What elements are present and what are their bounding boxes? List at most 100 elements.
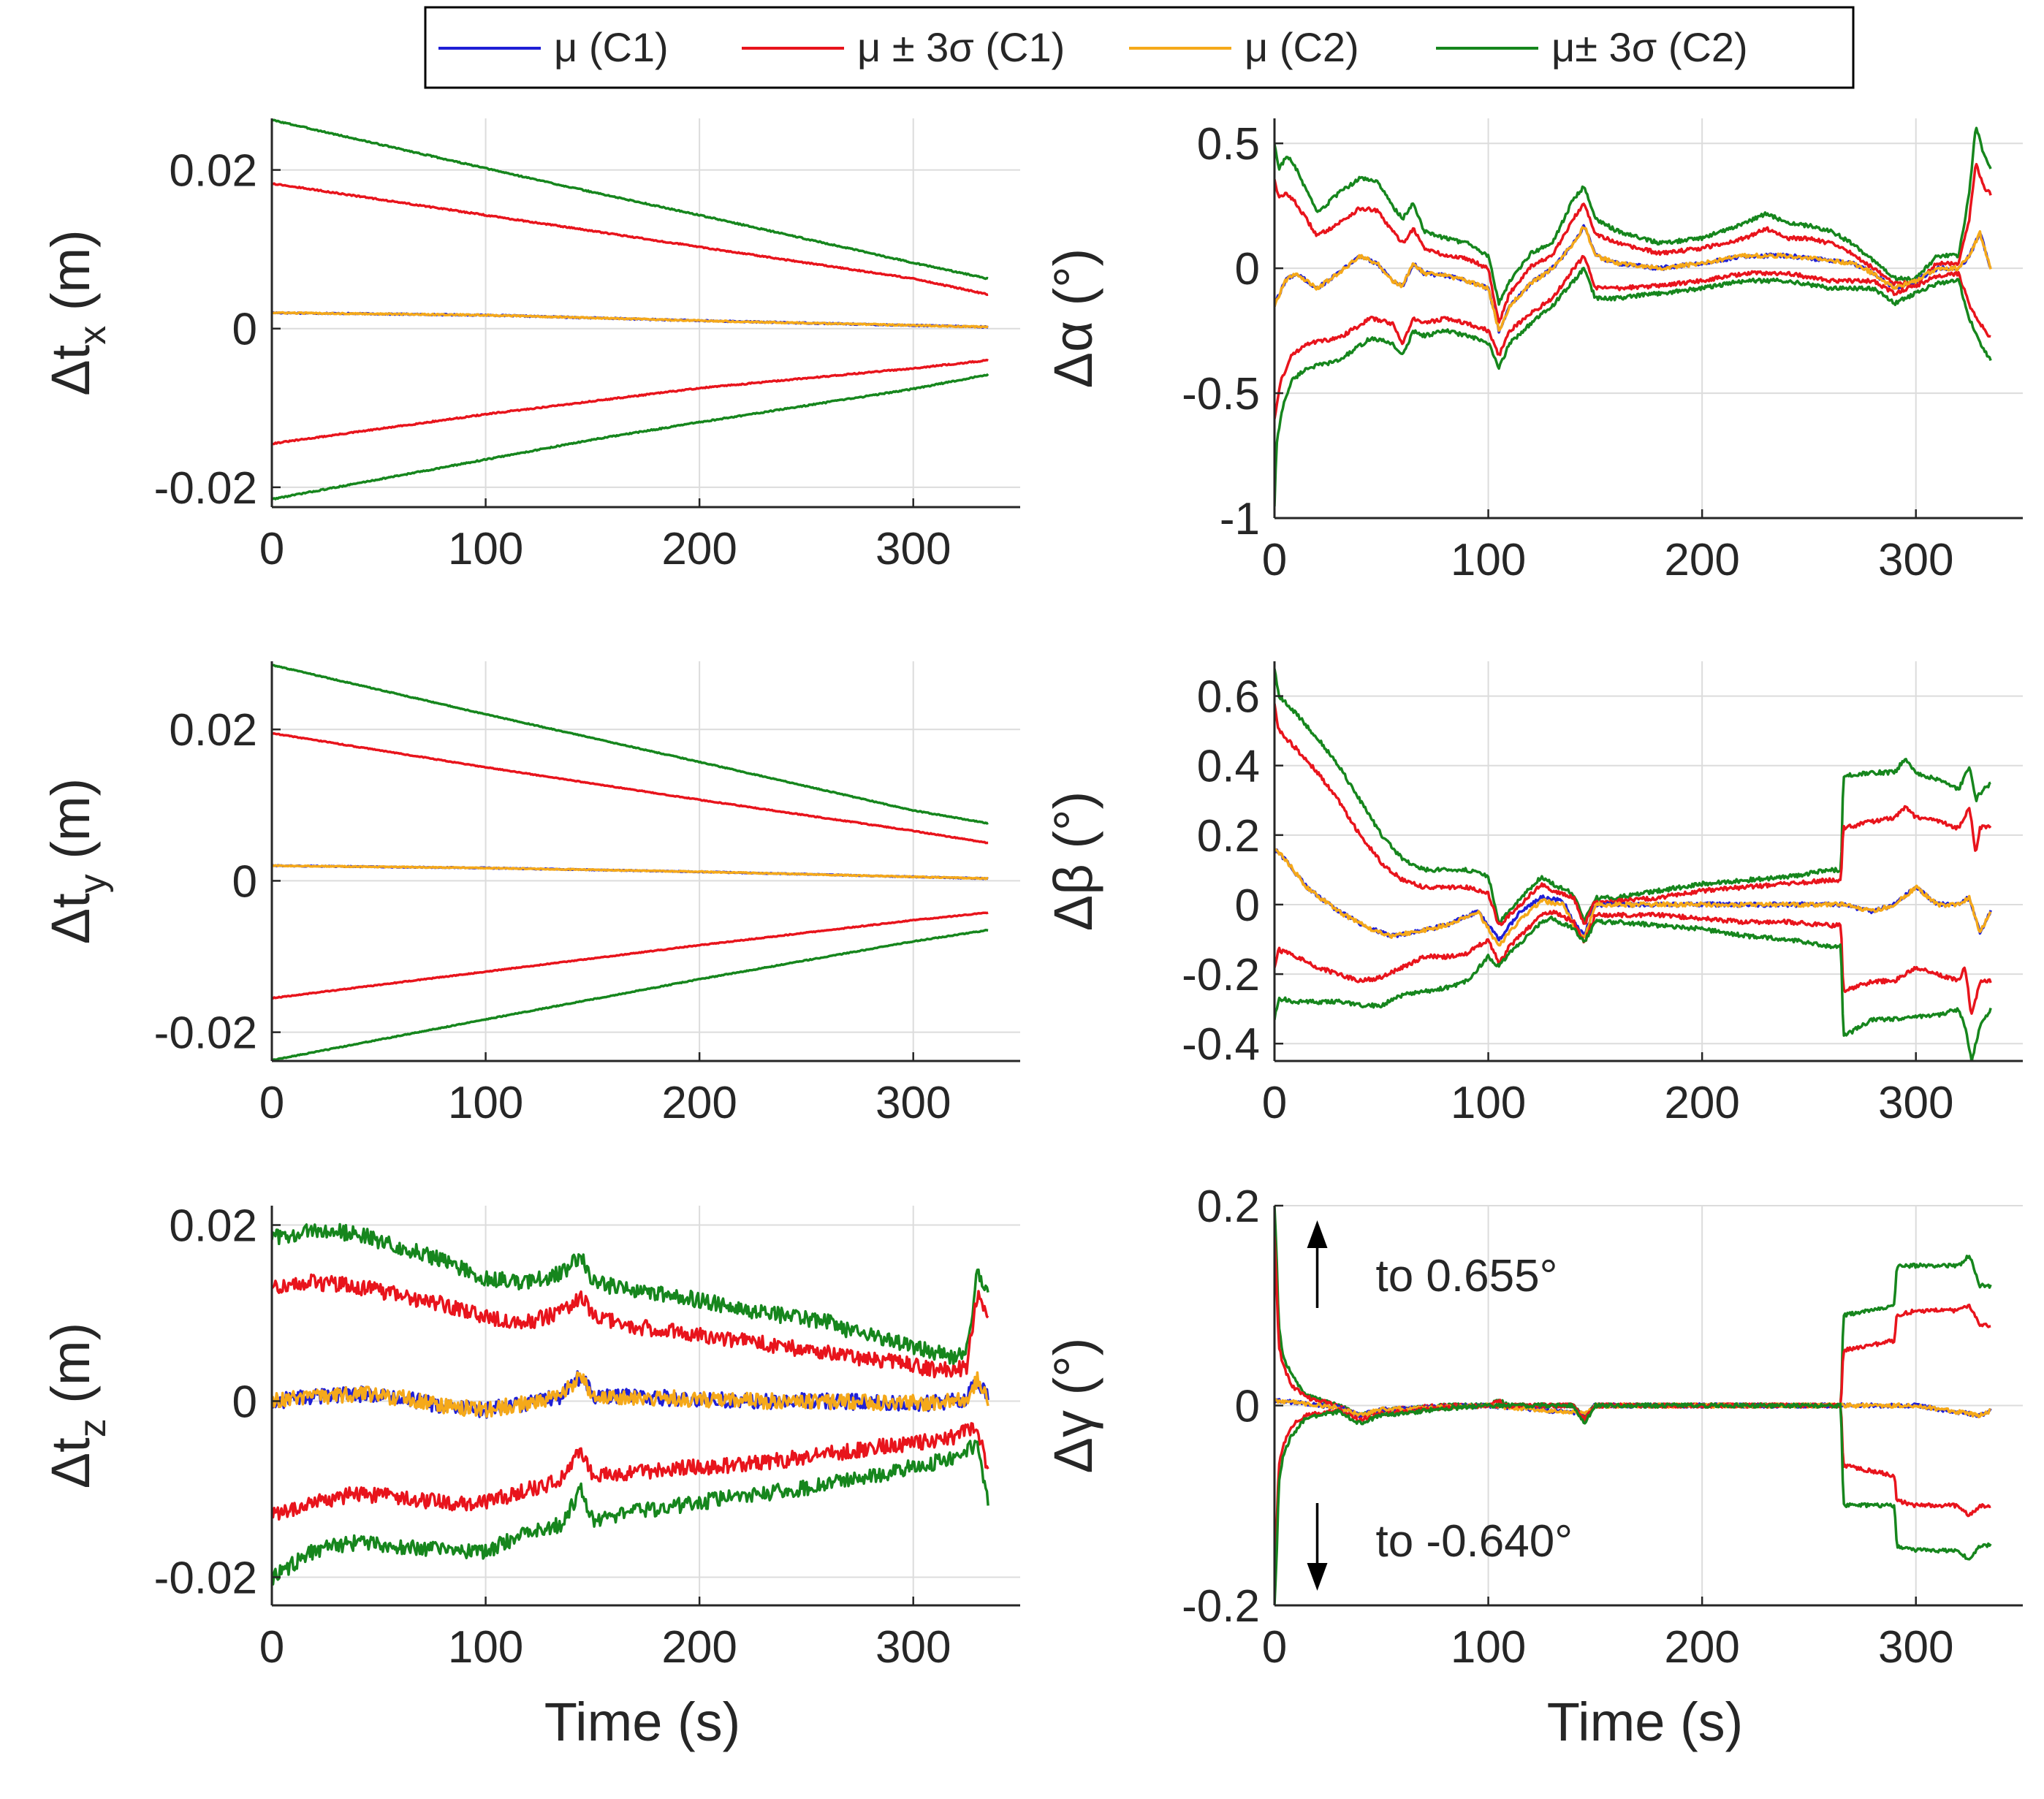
legend-label: μ (C1) — [554, 24, 669, 70]
x-tick-label: 0 — [1262, 1078, 1287, 1128]
y-axis-label-sub: y — [72, 874, 114, 893]
x-tick-label: 300 — [875, 1622, 951, 1673]
legend-entry-band_c1: μ ± 3σ (C1) — [742, 24, 1065, 70]
series-line-band_c1-1 — [272, 731, 989, 845]
series-line-band_c2-5 — [272, 1439, 989, 1586]
y-tick-label: 0.6 — [1197, 672, 1260, 723]
series-group — [272, 1222, 989, 1586]
x-tick-label: 300 — [1878, 1078, 1953, 1128]
series-line-band_c1-4 — [272, 1422, 989, 1521]
x-axis-label: Time (s) — [1547, 1692, 1744, 1752]
x-tick-label: 200 — [1664, 535, 1739, 585]
y-axis-label: Δβ (°) — [1043, 791, 1103, 931]
panel-beta: 0 100 200 300 -0.4 -0.2 0 0.2 0.4 0.6 Δβ (°) — [1043, 661, 2023, 1128]
y-axis-label: Δγ (°) — [1043, 1338, 1103, 1474]
legend: μ (C1) μ ± 3σ (C1) μ (C2) μ± 3σ (C2) — [424, 6, 1855, 89]
series-line-band_c2-5 — [1274, 915, 1992, 1061]
x-tick-label: 100 — [1451, 1078, 1526, 1128]
x-tick-label: 300 — [1878, 1622, 1953, 1673]
y-axis-label-main: Δα — [1043, 321, 1103, 388]
y-axis-label: Δty (m) — [40, 778, 114, 945]
series-line-band_c2-5 — [272, 929, 989, 1061]
series-line-band_c1-1 — [1274, 703, 1992, 927]
y-axis-label-unit: (°) — [1043, 791, 1103, 864]
x-tick-label: 300 — [875, 1078, 951, 1128]
annotation-text-down: to -0.640° — [1376, 1516, 1573, 1567]
y-axis-label: Δtz (m) — [40, 1323, 114, 1489]
x-tick-label: 200 — [661, 1622, 737, 1673]
y-tick-label: 0.02 — [169, 146, 257, 197]
series-line-mu_c1-2 — [1274, 224, 1992, 334]
y-axis-label-unit: (m) — [40, 229, 101, 326]
y-tick-label: 0 — [232, 1377, 257, 1427]
y-axis-label: Δtx (m) — [40, 229, 114, 396]
series-group — [272, 118, 989, 501]
x-tick-label: 200 — [1664, 1078, 1739, 1128]
arrow-up-icon — [1307, 1220, 1328, 1248]
x-tick-label: 300 — [1878, 535, 1953, 585]
series-line-band_c2-5 — [1274, 1402, 1992, 1605]
x-tick-label: 0 — [259, 1078, 284, 1128]
legend-label: μ ± 3σ (C1) — [857, 24, 1065, 70]
series-line-band_c1-4 — [1274, 254, 1991, 419]
annotation-text-up: to 0.655° — [1376, 1251, 1558, 1301]
x-tick-label: 0 — [1262, 535, 1287, 585]
y-axis-label-unit: (m) — [40, 778, 101, 875]
series-line-band_c2-0 — [272, 663, 989, 825]
series-group — [1274, 126, 1992, 507]
legend-entry-mu_c2: μ (C2) — [1129, 24, 1359, 70]
y-tick-label: 0.02 — [169, 1201, 257, 1252]
panel-gamma: 0 100 200 300-0.200.2Δγ (°)Time (s)to 0.655… — [1043, 1182, 2023, 1752]
y-tick-label: 0.2 — [1197, 1182, 1260, 1232]
y-axis-label-unit: (m) — [40, 1323, 101, 1419]
y-axis-label-unit: (°) — [1043, 248, 1103, 321]
legend-label: μ (C2) — [1245, 24, 1359, 70]
x-tick-label: 0 — [1262, 1622, 1287, 1673]
y-tick-label: 0.2 — [1197, 811, 1260, 862]
series-line-band_c1-1 — [272, 1273, 989, 1379]
series-line-band_c1-4 — [272, 358, 989, 446]
x-tick-label: 100 — [448, 1622, 523, 1673]
y-axis-label-sub: z — [72, 1418, 114, 1437]
y-axis-label-unit: (°) — [1043, 1338, 1103, 1410]
y-axis-label: Δα (°) — [1043, 248, 1103, 389]
x-tick-label: 200 — [661, 1078, 737, 1128]
series-line-band_c2-0 — [1274, 1206, 1992, 1419]
x-tick-label: 0 — [259, 524, 284, 574]
legend-label: μ± 3σ (C2) — [1551, 24, 1748, 70]
y-tick-label: -0.5 — [1182, 369, 1260, 419]
series-line-mu_c2-3 — [272, 311, 989, 329]
y-tick-label: 0 — [1235, 881, 1260, 931]
y-tick-label: -0.4 — [1182, 1019, 1260, 1070]
x-tick-label: 100 — [448, 1078, 523, 1128]
y-tick-label: -1 — [1220, 494, 1260, 544]
series-line-band_c2-0 — [1274, 126, 1992, 306]
x-tick-label: 300 — [875, 524, 951, 574]
series-group — [1274, 1206, 1992, 1605]
y-tick-label: 0 — [1235, 1382, 1260, 1432]
series-line-band_c2-5 — [1274, 267, 1992, 507]
series-line-mu_c2-3 — [1274, 848, 1992, 947]
series-line-mu_c2-3 — [272, 864, 989, 881]
x-tick-label: 100 — [1451, 535, 1526, 585]
y-axis-label-main: Δt — [40, 344, 101, 395]
y-tick-label: 0 — [232, 305, 257, 355]
y-tick-label: 0.02 — [169, 705, 257, 756]
annotation-down: to -0.640° — [1307, 1503, 1573, 1591]
x-tick-label: 0 — [259, 1622, 284, 1673]
y-axis-label-main: Δβ — [1043, 864, 1103, 931]
x-axis-label: Time (s) — [544, 1692, 741, 1752]
x-tick-label: 100 — [448, 524, 523, 574]
legend-entry-mu_c1: μ (C1) — [438, 24, 669, 70]
series-line-band_c2-0 — [272, 118, 989, 281]
x-tick-label: 200 — [661, 524, 737, 574]
y-axis-label-main: Δt — [40, 893, 101, 944]
series-line-band_c1-1 — [1274, 162, 1992, 324]
series-line-band_c1-1 — [272, 182, 989, 297]
y-tick-label: -0.02 — [154, 1553, 257, 1603]
arrow-down-icon — [1307, 1563, 1328, 1591]
